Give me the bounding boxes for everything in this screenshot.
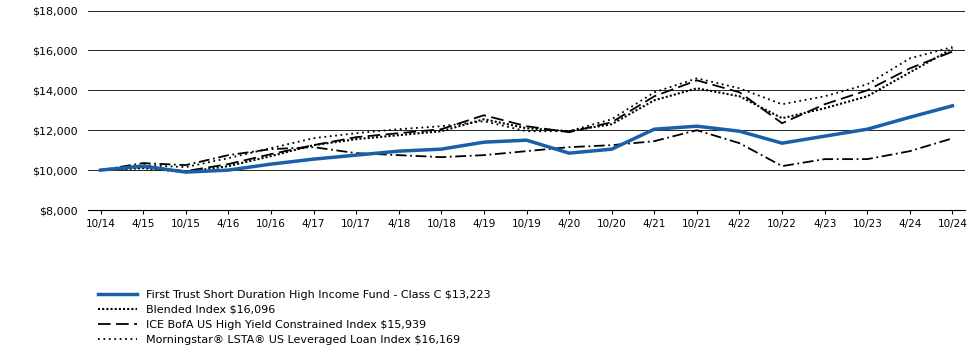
Legend: First Trust Short Duration High Income Fund - Class C $13,223, Blended Index $16: First Trust Short Duration High Income F… [94, 285, 494, 350]
